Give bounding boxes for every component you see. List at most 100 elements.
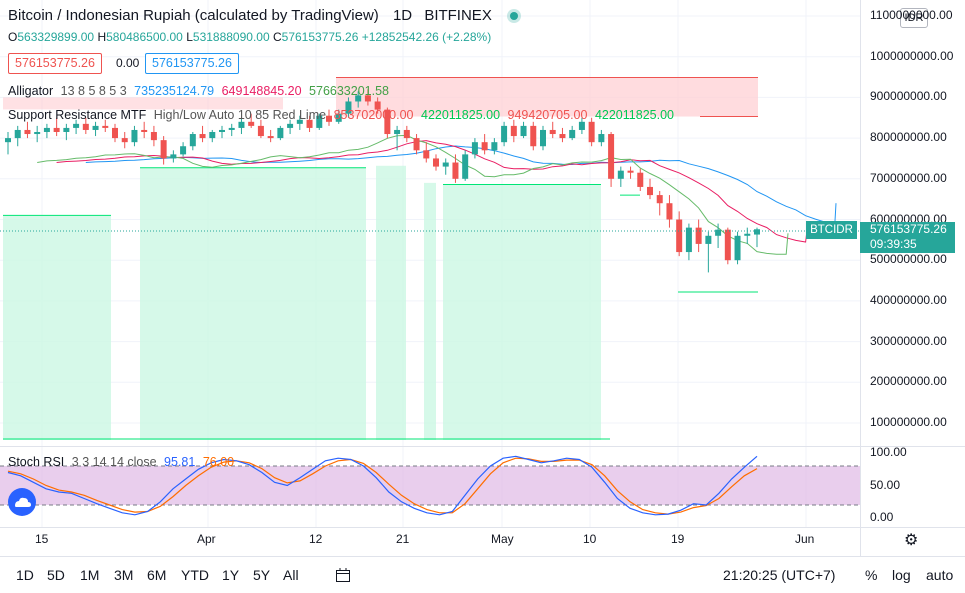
candle-body bbox=[73, 123, 80, 128]
candle bbox=[287, 119, 294, 135]
candle-body bbox=[160, 140, 167, 159]
candle bbox=[452, 154, 459, 183]
candle bbox=[73, 119, 80, 135]
sr-legend[interactable]: Support Resistance MTF High/Low Auto 10 … bbox=[8, 108, 674, 122]
candle-body bbox=[569, 129, 576, 139]
candle-body bbox=[471, 142, 478, 155]
candle-body bbox=[423, 150, 430, 159]
range-button-ytd[interactable]: YTD bbox=[181, 567, 209, 583]
candle bbox=[433, 154, 439, 171]
candle-body bbox=[394, 129, 401, 135]
candle bbox=[82, 117, 89, 135]
candle-body bbox=[540, 129, 546, 147]
candle-body bbox=[355, 95, 362, 102]
range-button-5y[interactable]: 5Y bbox=[253, 567, 271, 583]
candle-body bbox=[5, 138, 11, 143]
support-zone bbox=[443, 184, 601, 440]
range-button-1d[interactable]: 1D bbox=[16, 567, 34, 583]
candle-body bbox=[170, 154, 177, 159]
range-button-1y[interactable]: 1Y bbox=[222, 567, 240, 583]
candle bbox=[549, 121, 556, 139]
candle-body bbox=[666, 203, 673, 220]
price-axis-label: 800000000.00 bbox=[870, 130, 947, 145]
candle-body bbox=[734, 235, 741, 261]
alligator-lips-value: 576633201.58 bbox=[309, 84, 389, 98]
stoch-legend[interactable]: Stoch RSI 3 3 14 14 close 95.81 76.00 bbox=[8, 455, 234, 469]
symbol-header[interactable]: Bitcoin / Indonesian Rupiah (calculated … bbox=[8, 7, 518, 24]
candle-body bbox=[481, 142, 488, 151]
range-button-1m[interactable]: 1M bbox=[80, 567, 100, 583]
candle-body bbox=[199, 134, 206, 139]
candle bbox=[588, 117, 595, 147]
timezone-clock[interactable]: 21:20:25 (UTC+7) bbox=[723, 567, 836, 583]
candle-body bbox=[24, 129, 31, 135]
candle bbox=[598, 129, 605, 147]
alligator-jaw-value: 735235124.79 bbox=[134, 84, 215, 98]
candle bbox=[238, 117, 245, 135]
candle-body bbox=[102, 125, 109, 128]
candle bbox=[14, 125, 21, 147]
time-axis-label: May bbox=[491, 532, 514, 546]
price-axis-label: 300000000.00 bbox=[870, 333, 947, 348]
time-axis-label: 10 bbox=[583, 532, 597, 546]
candle bbox=[540, 125, 546, 151]
candle bbox=[53, 117, 60, 137]
candle bbox=[306, 115, 313, 132]
alligator-legend[interactable]: Alligator 13 8 5 8 5 3 735235124.79 6491… bbox=[8, 84, 389, 98]
candle-body bbox=[695, 227, 702, 244]
price-axis-label: 900000000.00 bbox=[870, 89, 947, 104]
sr-params: High/Low Auto 10 85 Red Lime bbox=[153, 108, 327, 122]
candle-body bbox=[744, 233, 751, 236]
candle-body bbox=[14, 129, 21, 139]
candle-body bbox=[676, 219, 683, 253]
stoch-band bbox=[0, 466, 860, 505]
price-axis-label: 200000000.00 bbox=[870, 374, 947, 389]
percent-toggle[interactable]: % bbox=[865, 567, 878, 583]
candle-body bbox=[384, 109, 391, 135]
candle bbox=[209, 129, 216, 143]
cloud-icon[interactable] bbox=[8, 488, 36, 516]
candle bbox=[637, 168, 644, 192]
resistance-zone bbox=[336, 77, 758, 117]
candle-body bbox=[180, 146, 187, 155]
candle-body bbox=[578, 121, 585, 130]
alligator-teeth-value: 649148845.20 bbox=[221, 84, 302, 98]
candle-body bbox=[121, 138, 128, 143]
candle-body bbox=[34, 131, 41, 135]
candle-body bbox=[131, 129, 138, 143]
bar-countdown: 09:39:35 bbox=[870, 237, 917, 251]
range-button-all[interactable]: All bbox=[283, 567, 299, 583]
sr-value-1: 853702000.00 bbox=[333, 108, 414, 122]
candle-body bbox=[82, 123, 89, 130]
candle-body bbox=[462, 154, 469, 179]
gear-icon[interactable]: ⚙ bbox=[904, 532, 919, 549]
alligator-params: 13 8 5 8 5 3 bbox=[60, 84, 127, 98]
candle-body bbox=[238, 121, 245, 128]
buy-button[interactable]: 576153775.26 bbox=[145, 53, 239, 74]
time-axis-label: Apr bbox=[197, 532, 216, 546]
candle bbox=[228, 123, 235, 137]
log-toggle[interactable]: log bbox=[892, 567, 911, 583]
currency-button[interactable]: IDR bbox=[900, 8, 928, 28]
candle bbox=[627, 166, 634, 179]
candle-body bbox=[627, 170, 634, 173]
calendar-icon[interactable] bbox=[335, 567, 351, 586]
current-price-tag: 576153775.26 09:39:35 bbox=[860, 222, 955, 253]
support-resistance-zones bbox=[3, 76, 758, 440]
bottom-toolbar: 1D 5D 1M 3M 6M YTD 1Y 5Y All 21:20:25 (UTC+7) % … bbox=[0, 556, 965, 593]
candle bbox=[744, 227, 751, 244]
sr-value-2: 422011825.00 bbox=[421, 108, 501, 122]
range-button-6m[interactable]: 6M bbox=[147, 567, 167, 583]
range-button-3m[interactable]: 3M bbox=[114, 567, 134, 583]
price-axis-label: 700000000.00 bbox=[870, 170, 947, 185]
sell-button[interactable]: 576153775.26 bbox=[8, 53, 102, 74]
candle-body bbox=[141, 129, 148, 132]
candle-body bbox=[345, 101, 352, 114]
candle bbox=[296, 115, 303, 130]
candle bbox=[248, 113, 255, 128]
range-button-5d[interactable]: 5D bbox=[47, 567, 65, 583]
candle bbox=[150, 125, 157, 147]
auto-toggle[interactable]: auto bbox=[926, 567, 954, 583]
spread-value: 0.00 bbox=[116, 56, 140, 70]
